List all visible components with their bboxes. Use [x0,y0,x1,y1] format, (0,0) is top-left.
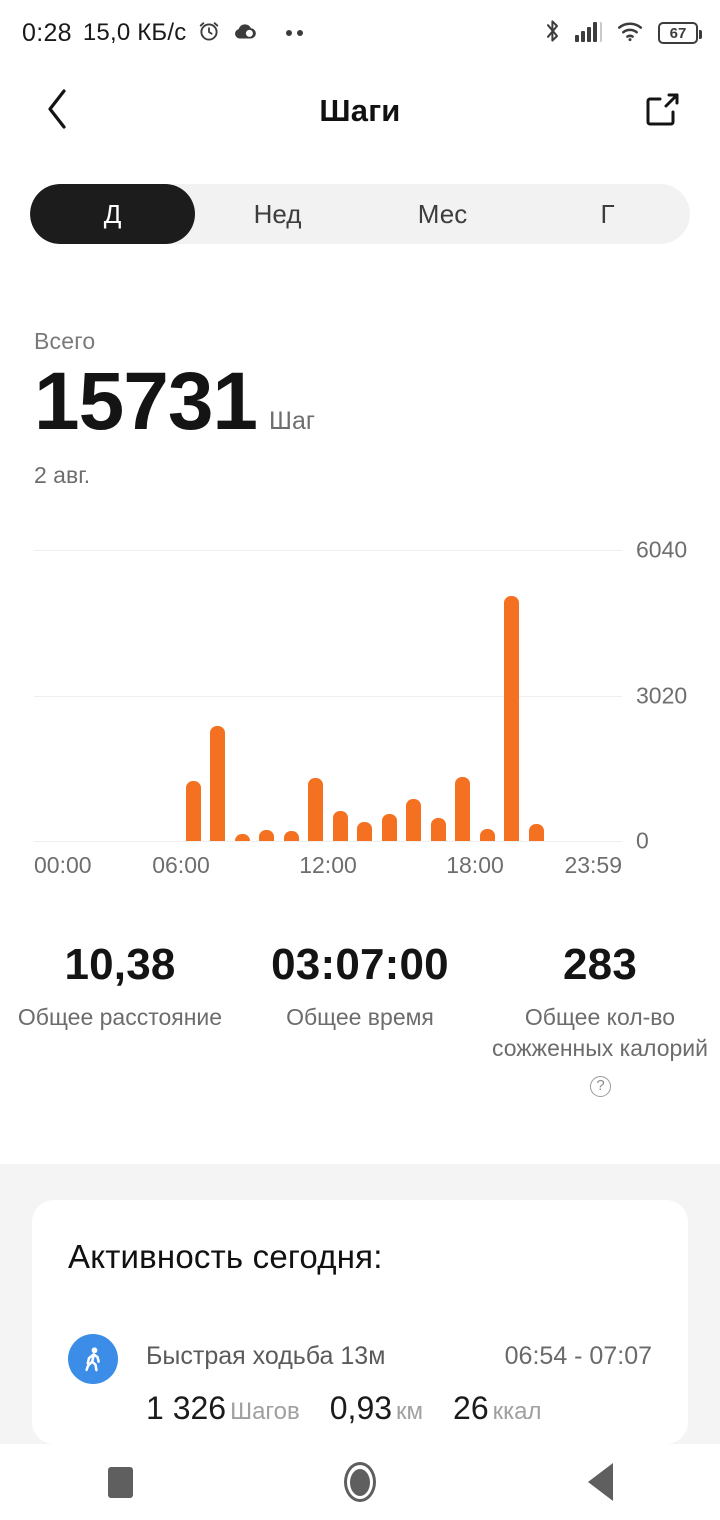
chart-y-tick-label: 6040 [636,536,688,563]
chart-bar [504,596,520,841]
period-tabs: Д Нед Мес Г [30,184,690,244]
status-bar: 0:28 15,0 КБ/с [0,0,720,66]
stat-calories-value: 283 [562,940,637,989]
chart-y-tick-label: 3020 [636,682,688,708]
battery-level: 67 [669,24,687,42]
chart-x-axis-labels: 00:00 06:00 12:00 18:00 23:59 [0,852,720,892]
summary-value-row: 15731 Шаг [34,356,315,447]
chart-x-tick-label: 06:00 [152,852,210,878]
summary-label: Всего [34,328,96,354]
help-question-icon[interactable]: ? [590,1076,611,1098]
stat-distance: 10,38 Общее расстояние [0,940,240,1097]
chart-bar [406,798,422,841]
total-steps-value: 15731 [34,356,258,447]
chart-bar [528,823,544,841]
recents-button[interactable] [60,1444,180,1520]
chart-bar [259,830,275,841]
stat-time-label: Общее время [286,1004,434,1030]
back-chevron-icon [43,87,73,136]
notification-dots-icon [286,30,304,36]
chart-bar [185,781,201,841]
alarm-icon [197,19,221,48]
cloud-icon [232,20,259,47]
tab-day[interactable]: Д [30,184,195,244]
stat-calories-label: Общее кол-во сожженных калорий? [488,1002,712,1098]
stats-row: 10,38 Общее расстояние 03:07:00 Общее вр… [0,940,720,1098]
stat-calories-label-text: Общее кол-во сожженных калорий [492,1004,708,1062]
activity-card: Активность сегодня: Быстрая ходьба 13м 0… [32,1200,688,1444]
chart-gridline [34,841,622,842]
chart-bar [357,821,373,841]
activity-steps-unit: Шагов [230,1398,300,1425]
chart-x-tick-label: 00:00 [34,852,92,878]
summary-block: Всего 15731 Шаг 2 авг. [34,328,315,489]
chart-x-tick-label: 12:00 [299,852,357,878]
home-button[interactable] [300,1444,420,1520]
activity-steps-value: 1 326 [146,1390,227,1426]
chart-bar [308,778,324,841]
activity-metrics: 1 326 Шагов 0,93 км 26 ккал [146,1390,572,1427]
chart-gridline [34,695,622,697]
status-bar-right: 67 [544,18,702,49]
chart-y-tick-label: 0 [636,827,649,854]
wifi-icon [617,19,645,48]
chart-bar [455,776,471,841]
activity-distance-unit: км [396,1398,424,1425]
status-data-rate: 15,0 КБ/с [82,19,187,46]
activity-time-range: 06:54 - 07:07 [504,1342,652,1370]
chart-bar [381,814,397,841]
chart-x-tick-label: 18:00 [446,852,504,878]
chart-bar [430,817,446,841]
stat-calories: 283 Общее кол-во сожженных калорий? [480,940,720,1098]
share-button[interactable] [636,85,688,137]
chart-x-tick-label: 23:59 [564,852,622,878]
tab-week[interactable]: Нед [253,198,302,229]
activity-card-title: Активность сегодня: [68,1238,383,1275]
status-bar-left: 0:28 15,0 КБ/с [22,18,304,48]
android-navigation-bar [0,1444,720,1520]
activity-calories-unit: ккал [492,1398,542,1425]
back-triangle-icon [587,1463,613,1501]
battery-icon: 67 [658,22,702,44]
chart-bar [283,831,299,841]
home-circle-icon [344,1462,376,1502]
app-bar: Шаги [0,66,720,156]
activity-calories-value: 26 [453,1390,489,1426]
chart-plot-area [34,550,622,842]
chart-bar [210,726,226,841]
summary-date: 2 авг. [34,461,91,488]
stat-time-value: 03:07:00 [271,940,449,989]
tab-year[interactable]: Г [600,198,615,229]
steps-bar-chart[interactable]: 0 3020 6040 00:00 06:00 12:00 18:00 23:59 [0,536,720,880]
cellular-signal-icon [574,19,604,48]
share-external-icon [642,89,682,134]
total-steps-unit: Шаг [269,407,315,435]
stat-distance-label: Общее расстояние [17,1004,223,1030]
recents-square-icon [107,1466,133,1498]
chart-bar [234,834,250,841]
stat-time: 03:07:00 Общее время [240,940,480,1097]
chart-bar [332,811,348,841]
system-back-button[interactable] [540,1444,660,1520]
chart-bars [34,550,622,841]
status-clock: 0:28 [22,18,72,47]
back-button[interactable] [32,85,84,137]
page-title: Шаги [319,93,401,128]
activity-distance-value: 0,93 [329,1390,393,1426]
activity-name: Быстрая ходьба 13м [146,1342,386,1370]
walking-person-icon [68,1334,118,1384]
bluetooth-icon [544,18,561,49]
chart-bar [479,829,495,841]
stat-distance-value: 10,38 [64,940,176,989]
tab-month[interactable]: Мес [417,198,468,229]
chart-gridline [34,550,622,551]
